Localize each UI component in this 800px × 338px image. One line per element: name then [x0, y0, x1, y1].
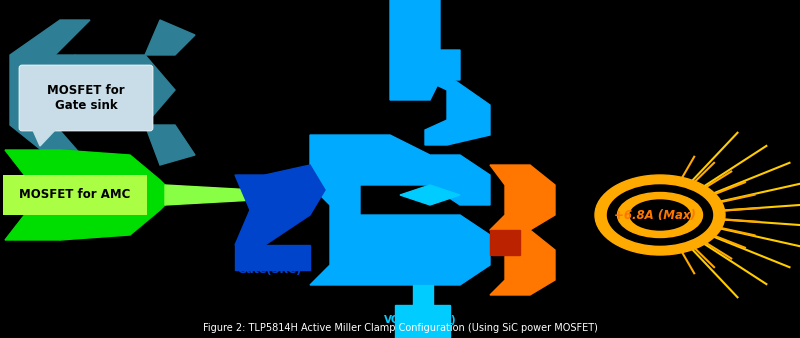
Polygon shape — [490, 165, 555, 230]
Text: MOSFET for
Gate sink: MOSFET for Gate sink — [47, 84, 125, 112]
Text: Figure 2: TLP5814H Active Miller Clamp Configuration (Using SiC power MOSFET): Figure 2: TLP5814H Active Miller Clamp C… — [202, 323, 598, 333]
Polygon shape — [490, 230, 520, 255]
Ellipse shape — [630, 200, 690, 230]
Polygon shape — [32, 128, 57, 146]
Polygon shape — [310, 135, 490, 285]
FancyBboxPatch shape — [19, 65, 153, 131]
Polygon shape — [395, 305, 450, 338]
Polygon shape — [60, 150, 175, 240]
Text: MOSFET for AMC: MOSFET for AMC — [19, 189, 130, 201]
Ellipse shape — [595, 175, 725, 255]
Polygon shape — [145, 125, 195, 165]
Polygon shape — [413, 285, 433, 310]
Text: +6.8A (Max): +6.8A (Max) — [614, 209, 696, 221]
Text: 4A: 4A — [526, 209, 544, 221]
Polygon shape — [400, 185, 460, 205]
Polygon shape — [10, 20, 90, 55]
Polygon shape — [5, 150, 95, 240]
Polygon shape — [235, 175, 280, 245]
Polygon shape — [145, 20, 195, 55]
Text: VOUT(drain): VOUT(drain) — [384, 315, 456, 325]
Polygon shape — [390, 0, 460, 100]
Ellipse shape — [607, 185, 713, 245]
Polygon shape — [400, 55, 447, 75]
Polygon shape — [490, 230, 555, 295]
Polygon shape — [400, 75, 490, 145]
FancyBboxPatch shape — [3, 175, 147, 215]
Ellipse shape — [618, 193, 702, 238]
Text: Gate(SRC): Gate(SRC) — [238, 265, 302, 275]
Polygon shape — [165, 185, 255, 205]
Polygon shape — [10, 55, 110, 125]
Polygon shape — [75, 55, 175, 125]
Polygon shape — [413, 0, 433, 55]
Polygon shape — [265, 165, 325, 245]
Polygon shape — [235, 245, 310, 270]
Polygon shape — [10, 125, 90, 165]
